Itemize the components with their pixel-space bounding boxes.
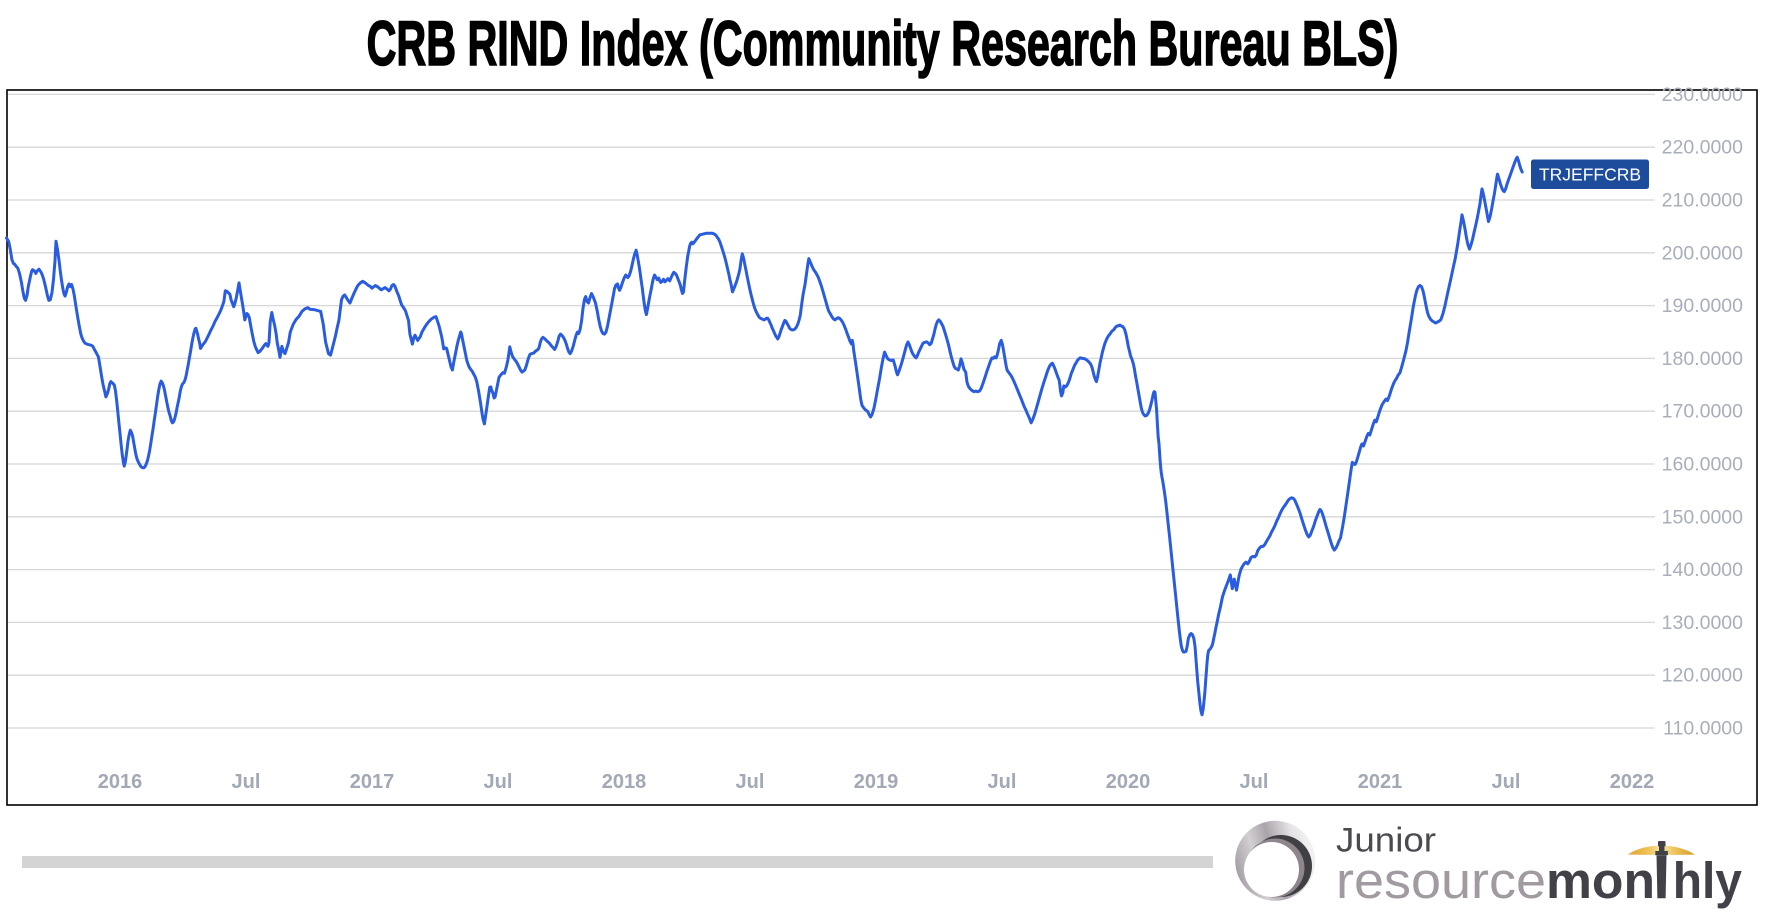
svg-text:2022: 2022 <box>1610 771 1655 793</box>
svg-text:180.0000: 180.0000 <box>1662 348 1743 370</box>
svg-text:Junior: Junior <box>1336 822 1436 860</box>
svg-text:Jul: Jul <box>232 771 261 793</box>
svg-text:mon: mon <box>1546 852 1655 909</box>
svg-text:190.0000: 190.0000 <box>1662 295 1743 317</box>
svg-text:160.0000: 160.0000 <box>1662 454 1743 476</box>
svg-text:210.0000: 210.0000 <box>1662 190 1743 212</box>
svg-text:2016: 2016 <box>98 771 143 793</box>
svg-text:2018: 2018 <box>602 771 647 793</box>
svg-text:220.0000: 220.0000 <box>1662 137 1743 159</box>
svg-text:Jul: Jul <box>988 771 1017 793</box>
svg-text:resource: resource <box>1336 852 1546 909</box>
svg-text:130.0000: 130.0000 <box>1662 612 1743 634</box>
svg-text:2019: 2019 <box>854 771 899 793</box>
svg-text:150.0000: 150.0000 <box>1662 506 1743 528</box>
svg-text:TRJEFFCRB: TRJEFFCRB <box>1539 165 1641 185</box>
svg-text:140.0000: 140.0000 <box>1662 559 1743 581</box>
svg-text:230.0000: 230.0000 <box>1662 84 1743 106</box>
svg-text:2017: 2017 <box>350 771 395 793</box>
svg-text:120.0000: 120.0000 <box>1662 665 1743 687</box>
svg-text:110.0000: 110.0000 <box>1663 718 1743 740</box>
svg-text:170.0000: 170.0000 <box>1662 401 1743 423</box>
svg-text:Jul: Jul <box>736 771 765 793</box>
svg-text:2020: 2020 <box>1106 771 1151 793</box>
svg-text:2021: 2021 <box>1358 771 1403 793</box>
svg-text:Jul: Jul <box>1240 771 1269 793</box>
svg-text:200.0000: 200.0000 <box>1662 242 1743 264</box>
svg-text:hly: hly <box>1673 852 1743 909</box>
svg-text:Jul: Jul <box>1492 771 1521 793</box>
svg-text:Jul: Jul <box>484 771 513 793</box>
